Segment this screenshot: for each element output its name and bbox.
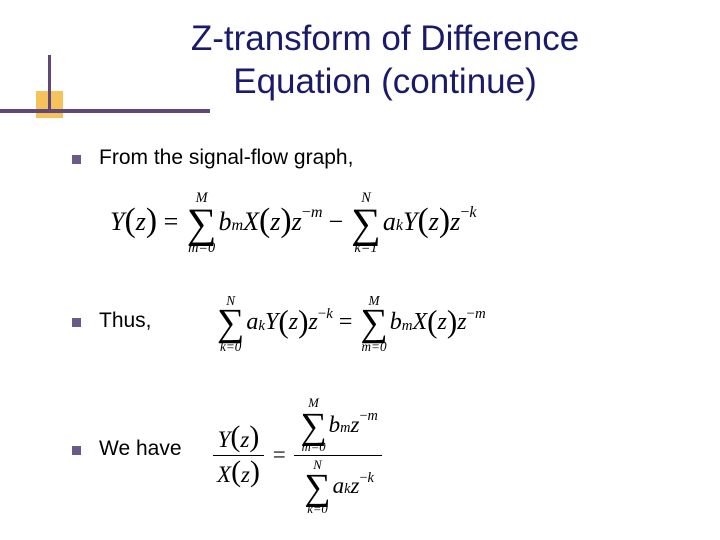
eq2-sumL: N ∑ k=0 [217,294,244,353]
title-line-2: Equation (continue) [233,62,537,101]
bullet-2: Thus, [72,309,152,333]
title-block: Z-transform of Difference Equation (cont… [0,0,720,109]
equation-1: Y (z) = M ∑ m=0 bm X(z) z−m − N ∑ k=1 ak… [110,190,476,254]
bullet-icon [72,155,81,164]
bullet-icon [72,446,81,455]
bullet-1: From the signal-flow graph, [72,146,353,170]
eq1-sum1: M ∑ m=0 [187,191,217,255]
slide-title: Z-transform of Difference Equation (cont… [90,18,680,103]
bullet-text-3: We have [99,437,182,461]
bullet-text-1: From the signal-flow graph, [99,146,353,170]
eq3-rhs-frac: M ∑ m=0 bm z−m N ∑ k=0 ak z−k [294,396,381,514]
eq3-lhs-frac: Y(z) X(z) [213,423,264,488]
bullet-icon [72,318,81,327]
equation-2: N ∑ k=0 ak Y(z) z−k = M ∑ m=0 bm X(z) z−… [215,293,486,352]
eq1-sum2: N ∑ k=1 [351,191,381,255]
equation-3: Y(z) X(z) = M ∑ m=0 bm z−m N ∑ k=0 [210,396,385,514]
eq1-minus: − [329,207,344,237]
bullet-text-2: Thus, [99,309,152,333]
bullet-3: We have [72,437,182,461]
eq1-lhs-arg: z [136,207,146,237]
eq2-sumR: M ∑ m=0 [360,294,387,353]
title-line-1: Z-transform of Difference [191,19,579,58]
eq1-lhs-func: Y [110,207,124,237]
accent-bar-horizontal [0,109,210,113]
